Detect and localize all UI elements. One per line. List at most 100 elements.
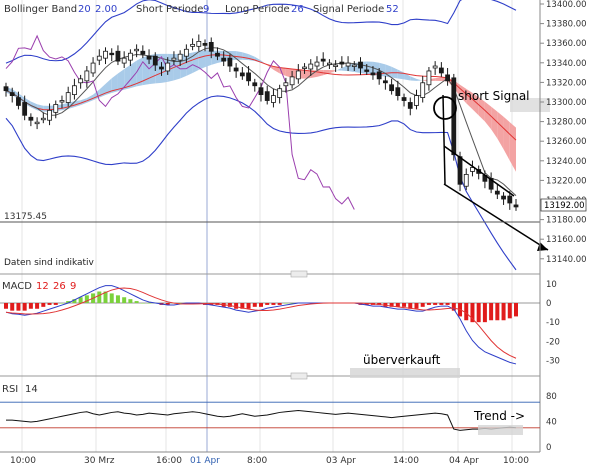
candle-body bbox=[227, 57, 233, 67]
ichimoku-cloud-segment bbox=[323, 69, 330, 76]
price-axis-label: 13360.00 bbox=[546, 39, 587, 49]
macd-histogram-bar bbox=[246, 303, 251, 309]
x-axis-label: 04 Apr bbox=[449, 456, 479, 466]
candle-body bbox=[432, 65, 438, 69]
macd-histogram-bar bbox=[507, 303, 512, 319]
candle-body bbox=[208, 41, 214, 52]
ichimoku-short-value: 9 bbox=[203, 4, 209, 15]
candle-body bbox=[190, 43, 195, 47]
current-price-label: 13192.00 bbox=[544, 201, 585, 211]
trend-channel-lower bbox=[443, 183, 549, 251]
ichimoku-cloud-segment bbox=[186, 52, 193, 76]
short-signal-label: short Signal bbox=[458, 89, 530, 103]
candle-body bbox=[16, 97, 21, 106]
macd-histogram-bar bbox=[97, 291, 102, 303]
candle-body bbox=[358, 61, 363, 69]
candle-body bbox=[283, 82, 289, 87]
candle-body bbox=[252, 82, 258, 87]
reference-price-label: 13175.45 bbox=[4, 212, 47, 222]
macd-histogram-bar bbox=[35, 303, 40, 309]
ichimoku-cloud-segment bbox=[111, 73, 118, 93]
macd-histogram-bar bbox=[10, 303, 15, 311]
price-axis-label: 13180.00 bbox=[546, 216, 587, 226]
candle-body bbox=[140, 50, 146, 55]
ichimoku-cloud-segment bbox=[335, 67, 342, 71]
candle-body bbox=[127, 52, 133, 61]
ichimoku-cloud-segment bbox=[205, 50, 212, 68]
candle-body bbox=[389, 84, 395, 92]
ichimoku-cloud-segment bbox=[161, 53, 168, 83]
candle-body bbox=[395, 87, 401, 96]
macd-histogram-bar bbox=[47, 303, 52, 305]
macd-histogram-bar bbox=[395, 303, 400, 307]
candle-body bbox=[90, 62, 96, 74]
candle-body bbox=[40, 117, 46, 121]
x-axis-label: 14:00 bbox=[393, 456, 419, 466]
rsi-axis-label: 40 bbox=[546, 417, 557, 427]
candle-body bbox=[72, 85, 77, 96]
ichimoku-base-line bbox=[5, 47, 517, 196]
macd-histogram-bar bbox=[16, 303, 21, 311]
candle-body bbox=[28, 116, 34, 121]
macd-axis-label: 0 bbox=[546, 299, 551, 309]
ichimoku-cloud-segment bbox=[105, 78, 112, 96]
price-axis-label: 13340.00 bbox=[546, 59, 587, 69]
x-axis-label: 16:00 bbox=[156, 456, 182, 466]
macd-histogram-bar bbox=[445, 303, 450, 305]
signal-drop-line bbox=[442, 94, 446, 185]
candle-body bbox=[196, 41, 202, 47]
candle-body bbox=[414, 95, 419, 106]
price-axis-label: 13280.00 bbox=[546, 118, 587, 128]
short-signal-marker bbox=[433, 96, 457, 120]
candle-body bbox=[327, 62, 332, 65]
macd-histogram-bar bbox=[140, 303, 145, 304]
candle-body bbox=[407, 102, 413, 109]
macd-histogram-bar bbox=[165, 303, 170, 305]
candle-body bbox=[339, 61, 345, 65]
bollinger-upper-band bbox=[5, 0, 517, 64]
macd-histogram-bar bbox=[402, 303, 407, 307]
price-axis-label: 13380.00 bbox=[546, 20, 587, 30]
macd-histogram-bar bbox=[476, 303, 481, 323]
macd-histogram-bar bbox=[439, 303, 444, 305]
ichimoku-signal-label: Signal Periode bbox=[313, 4, 384, 15]
candle-body bbox=[59, 100, 65, 103]
x-axis-label: 10:00 bbox=[10, 456, 36, 466]
candle-body bbox=[513, 204, 519, 208]
candle-body bbox=[333, 64, 339, 67]
candle-body bbox=[457, 156, 463, 185]
macd-fast: 12 bbox=[36, 281, 49, 292]
candle-body bbox=[159, 66, 164, 70]
x-axis-label: 8:00 bbox=[247, 456, 267, 466]
ichimoku-cloud-segment bbox=[410, 76, 417, 81]
macd-histogram-bar bbox=[147, 303, 152, 304]
panel-resize-handle[interactable] bbox=[290, 270, 308, 278]
candle-body bbox=[146, 55, 152, 60]
candle-body bbox=[165, 62, 171, 72]
ichimoku-long-label: Long Periode bbox=[225, 4, 290, 15]
candle-body bbox=[96, 55, 102, 61]
macd-histogram-bar bbox=[414, 303, 419, 309]
candle-body bbox=[22, 102, 28, 116]
candle-body bbox=[109, 52, 115, 56]
macd-signal-param: 9 bbox=[70, 281, 76, 292]
macd-axis-label: -30 bbox=[546, 357, 560, 367]
macd-title: MACD bbox=[2, 281, 32, 292]
ichimoku-cloud-segment bbox=[117, 69, 125, 92]
macd-histogram-bar bbox=[489, 303, 494, 321]
candle-body bbox=[9, 92, 15, 96]
candle-body bbox=[258, 87, 264, 96]
ichimoku-cloud-segment bbox=[503, 116, 510, 161]
trend-label: Trend -> bbox=[473, 409, 525, 423]
macd-histogram-bar bbox=[259, 303, 263, 307]
macd-histogram-bar bbox=[389, 303, 394, 307]
macd-histogram-bar bbox=[277, 303, 282, 305]
ichimoku-cloud-segment bbox=[211, 50, 218, 65]
macd-axis-label: -10 bbox=[546, 318, 560, 328]
panel-resize-handle[interactable] bbox=[290, 372, 308, 380]
x-axis-label: 10:00 bbox=[503, 456, 529, 466]
candle-body bbox=[420, 82, 426, 98]
candle-body bbox=[239, 72, 245, 77]
